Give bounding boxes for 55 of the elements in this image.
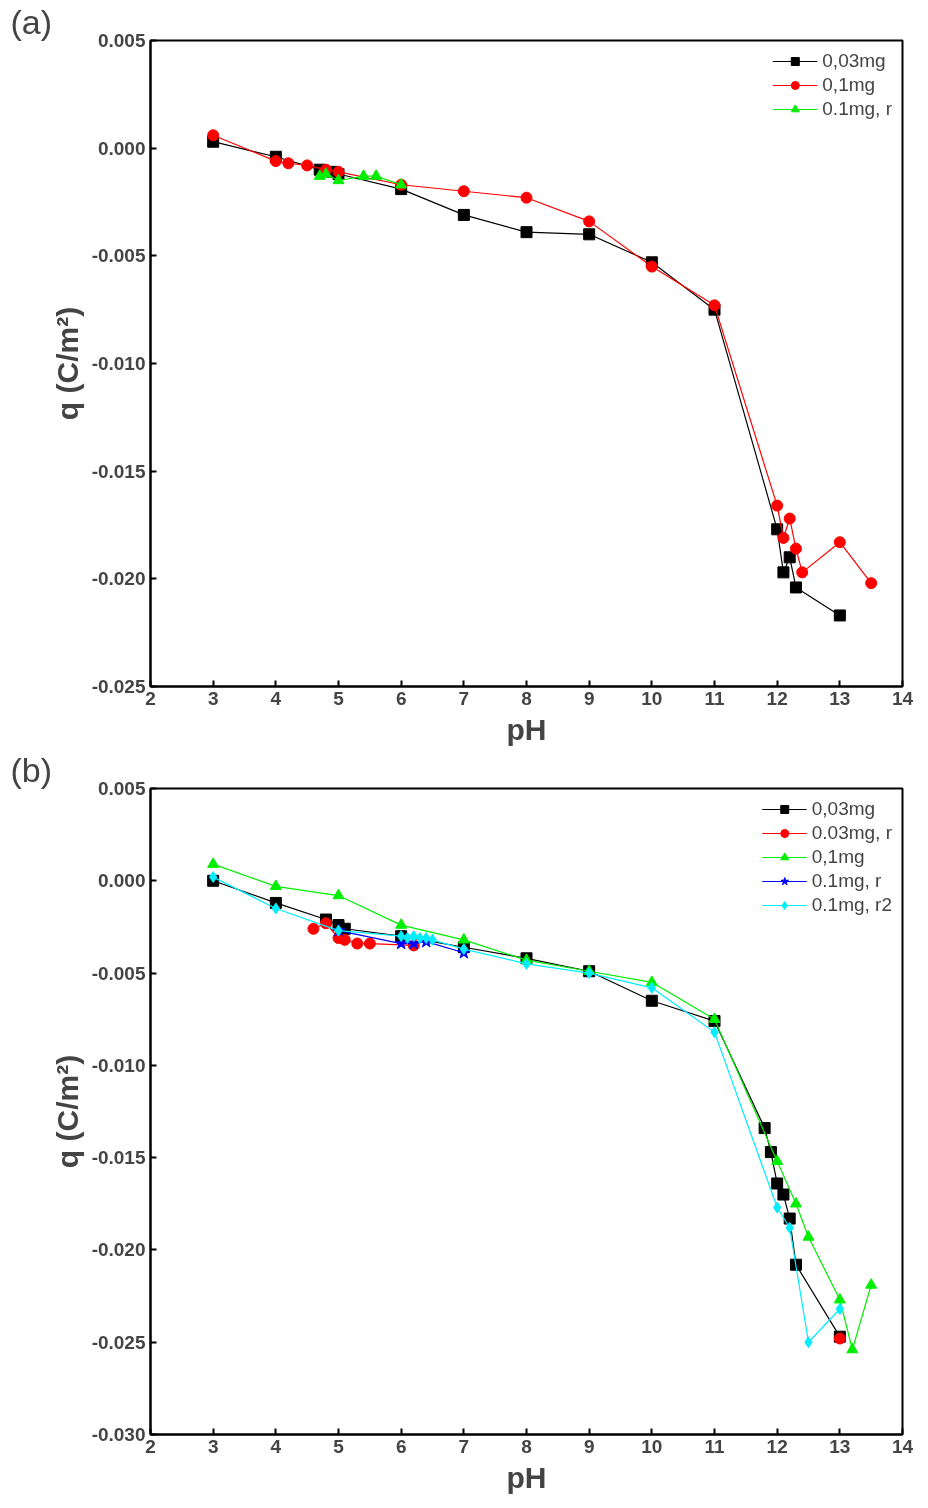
legend-label: 0.1mg, r — [811, 870, 882, 892]
x-tick-label: 11 — [704, 687, 725, 709]
y-tick-label: -0.025 — [91, 676, 146, 697]
y-tick-label: -0.015 — [91, 1147, 146, 1169]
y-tick-label: -0.015 — [91, 460, 146, 482]
text: (b) — [10, 750, 53, 789]
y-axis-title: q (C/m²) — [50, 306, 84, 421]
x-tick-label: 13 — [829, 1435, 851, 1457]
x-tick-label: 4 — [270, 1435, 282, 1457]
x-tick-label: 6 — [395, 687, 407, 709]
x-tick-label: 9 — [583, 1435, 595, 1457]
y-tick-label: 0.005 — [97, 30, 146, 51]
x-axis-title: pH — [506, 1460, 547, 1494]
x-tick-label: 14 — [891, 687, 914, 709]
y-axis-title: q (C/m²) — [50, 1054, 84, 1169]
x-tick-label: 5 — [333, 687, 345, 709]
legend-label: 0.1mg, r2 — [811, 894, 892, 916]
y-tick-label: -0.025 — [91, 1331, 146, 1353]
x-tick-label: 12 — [766, 1435, 788, 1457]
x-tick-label: 7 — [458, 1435, 470, 1457]
y-tick-label: -0.020 — [91, 1239, 146, 1261]
y-tick-label: 0.000 — [97, 870, 146, 892]
legend-label: 0,1mg — [822, 74, 876, 96]
y-tick-label: -0.020 — [91, 568, 146, 590]
x-tick-label: 2 — [145, 687, 156, 709]
x-tick-label: 5 — [333, 1435, 345, 1457]
x-tick-label: 13 — [829, 687, 851, 709]
x-tick-label: 12 — [766, 687, 788, 709]
y-tick-label: 0.000 — [97, 137, 146, 159]
x-axis-title: pH — [506, 712, 547, 746]
x-tick-label: 14 — [891, 1435, 914, 1457]
y-tick-label: -0.005 — [91, 245, 146, 267]
y-tick-label: -0.005 — [91, 962, 146, 984]
y-tick-label: -0.010 — [91, 1054, 146, 1076]
x-tick-label: 3 — [207, 1435, 219, 1457]
x-tick-label: 11 — [704, 1435, 725, 1457]
x-tick-label: 6 — [395, 1435, 407, 1457]
x-tick-label: 10 — [641, 1435, 663, 1457]
legend-label: 0.03mg, r — [811, 822, 892, 844]
legend-label: 0,03mg — [811, 798, 876, 820]
x-tick-label: 4 — [270, 687, 282, 709]
x-tick-label: 3 — [207, 687, 219, 709]
y-tick-label: 0.005 — [97, 778, 146, 799]
y-tick-label: -0.030 — [91, 1424, 146, 1445]
x-tick-label: 7 — [458, 687, 470, 709]
legend-label: 0,1mg — [811, 846, 865, 868]
y-tick-label: -0.010 — [91, 353, 146, 374]
text: (a) — [10, 2, 53, 41]
x-tick-label: 9 — [583, 687, 595, 709]
x-tick-label: 10 — [641, 687, 663, 709]
legend-label: 0,03mg — [822, 50, 886, 72]
x-tick-label: 2 — [145, 1435, 156, 1457]
legend-label: 0.1mg, r — [822, 98, 892, 120]
x-tick-label: 8 — [521, 687, 532, 709]
x-tick-label: 8 — [521, 1435, 532, 1457]
